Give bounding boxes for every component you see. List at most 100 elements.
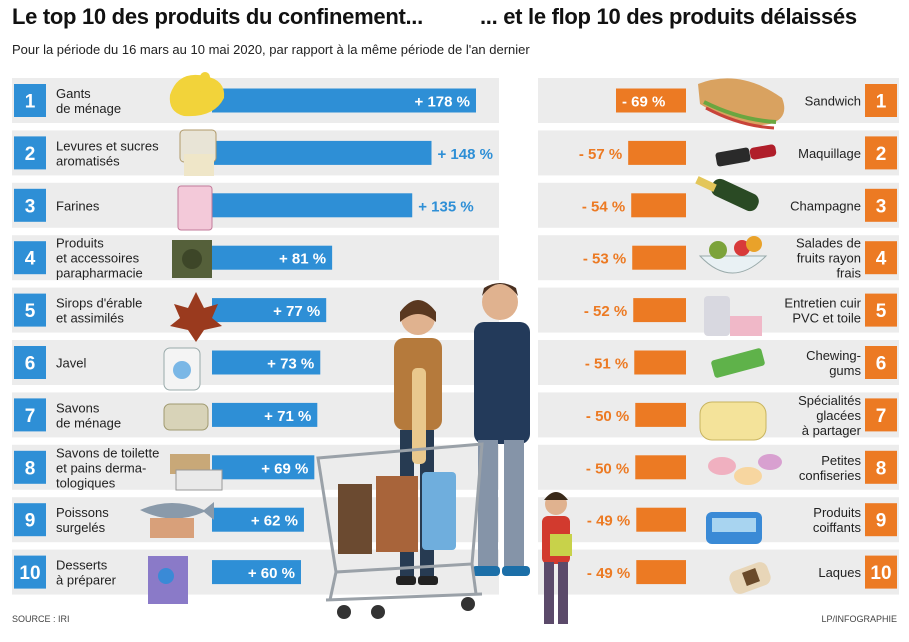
flop-rank-badge — [865, 136, 897, 170]
flop-bar — [636, 560, 686, 585]
top-category-label: Sirops d'érable et assimilés — [56, 296, 142, 326]
flop-rank-number: 8 — [876, 458, 887, 479]
flop-bar — [635, 402, 686, 427]
top-value-label: + 69 % — [261, 460, 308, 477]
top-bar — [212, 507, 304, 532]
flop-value-label: - 54 % — [582, 198, 625, 215]
top-value-label: + 135 % — [418, 198, 473, 215]
sandwich-icon — [698, 78, 785, 130]
top-rank-badge — [14, 555, 46, 589]
flop-category-label: Produits coiffants — [813, 505, 862, 535]
top-bar — [212, 193, 413, 218]
flop-category-label: Maquillage — [798, 146, 861, 161]
flop-value-label: - 52 % — [584, 303, 627, 320]
top-rank-badge — [14, 136, 46, 170]
top-bar — [212, 402, 318, 427]
flop-rank-number: 5 — [876, 301, 887, 322]
top-rank-number: 9 — [25, 511, 36, 532]
flop-rank-number: 4 — [876, 249, 887, 270]
flop-value-label: - 51 % — [585, 356, 628, 373]
flop-bar — [636, 507, 686, 532]
flop-rank-number: 9 — [876, 511, 887, 532]
top-rank-number: 6 — [25, 354, 36, 375]
flop-category-label: Spécialités glacées à partager — [798, 393, 862, 438]
flop-value-label: - 49 % — [587, 565, 630, 582]
top-category-label: Savons de ménage — [56, 400, 121, 430]
fruit-salad-icon — [698, 236, 768, 274]
chewing-gum-icon — [711, 348, 765, 378]
top-value-label: + 81 % — [279, 251, 326, 268]
top-rank-badge — [14, 503, 46, 537]
household-soap-icon — [163, 403, 209, 431]
champagne-bottle-icon — [695, 176, 759, 212]
top-value-label: + 178 % — [415, 94, 470, 111]
flour-bag-icon — [177, 185, 213, 231]
flop-category-label: Salades de fruits rayon frais — [796, 236, 862, 281]
flop-value-label: - 53 % — [583, 251, 626, 268]
top-bar — [212, 140, 432, 165]
flop-bar — [634, 350, 686, 375]
top-rank-badge — [14, 346, 46, 379]
flop-rank-badge — [865, 450, 897, 484]
top-rank-badge — [14, 84, 46, 117]
flop-value-label: - 50 % — [586, 460, 629, 477]
top-value-label: + 60 % — [248, 565, 295, 582]
yeast-sugar-icon — [179, 129, 217, 176]
flop-bar — [616, 88, 686, 113]
source-note: SOURCE : IRI — [12, 614, 70, 624]
top-rank-number: 3 — [25, 196, 36, 217]
flop-bar — [631, 193, 686, 218]
flop-bar — [635, 455, 686, 480]
flop-value-label: - 57 % — [579, 146, 622, 163]
flop-rank-badge — [865, 84, 897, 117]
frozen-fish-icon — [140, 502, 214, 538]
top-rank-badge — [14, 188, 46, 222]
top-value-label: + 148 % — [438, 146, 493, 163]
flop-bar — [632, 245, 686, 270]
bleach-bottle-icon — [163, 347, 201, 391]
top-value-label: + 73 % — [267, 356, 314, 373]
flop-rank-badge — [865, 503, 897, 537]
top-rank-badge — [14, 398, 46, 432]
title-top10: Le top 10 des produits du confinement... — [12, 4, 423, 29]
parapharmacy-box-icon — [172, 240, 212, 278]
flop-category-label: Chewing-gums — [806, 348, 861, 378]
top-value-label: + 62 % — [251, 513, 298, 530]
top-category-label: Javel — [56, 356, 86, 371]
top-rank-number: 1 — [25, 92, 36, 113]
flop-rank-number: 2 — [876, 144, 887, 165]
flop-rank-badge — [865, 188, 897, 222]
top-rank-badge — [14, 241, 46, 275]
top-bar — [212, 298, 327, 323]
top-rank-number: 8 — [25, 458, 36, 479]
top-category-label: Poissons surgelés — [56, 505, 109, 535]
top-bar — [212, 245, 333, 270]
flop-row-panel — [538, 549, 899, 595]
flop-bar — [633, 298, 686, 323]
flop-rank-badge — [865, 293, 897, 327]
maple-syrup-leaf-icon — [170, 292, 222, 342]
hair-product-jar-icon — [706, 512, 762, 544]
flop-category-label: Sandwich — [805, 94, 861, 109]
flop-category-label: Laques — [818, 565, 861, 580]
top-rank-number: 4 — [25, 249, 36, 270]
top-rank-badge — [14, 450, 46, 484]
top-bar — [212, 350, 321, 375]
top-rank-number: 2 — [25, 144, 36, 165]
top-category-label: Produits et accessoires parapharmacie — [56, 236, 143, 281]
top-value-label: + 71 % — [264, 408, 311, 425]
flop-value-label: - 69 % — [622, 94, 665, 111]
top-rank-badge — [14, 293, 46, 327]
flop-category-label: Champagne — [790, 198, 861, 213]
flop-rank-number: 7 — [876, 406, 887, 427]
flop-rank-number: 6 — [876, 354, 887, 375]
top-rank-number: 10 — [19, 563, 40, 584]
top-rank-number: 7 — [25, 406, 36, 427]
dessert-box-icon — [148, 556, 188, 604]
gloves-icon — [169, 72, 225, 117]
flop-rank-badge — [865, 398, 897, 432]
flop-value-label: - 49 % — [587, 513, 630, 530]
subtitle: Pour la période du 16 mars au 10 mai 202… — [12, 42, 530, 57]
credit-note: LP/INFOGRAPHIE — [821, 614, 897, 624]
top-bar — [212, 560, 301, 585]
